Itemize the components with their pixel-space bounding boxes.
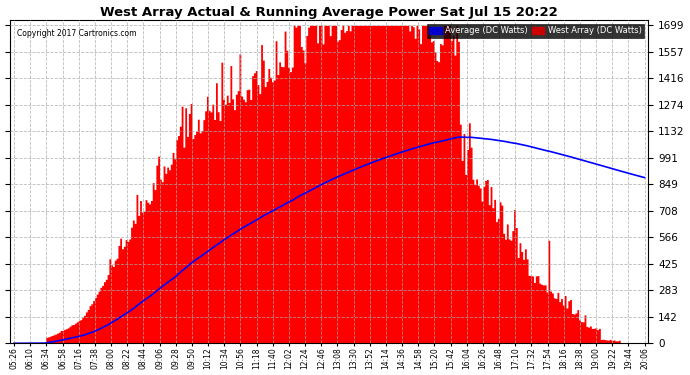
Text: Copyright 2017 Cartronics.com: Copyright 2017 Cartronics.com: [17, 29, 137, 38]
Legend: Average (DC Watts), West Array (DC Watts): Average (DC Watts), West Array (DC Watts…: [426, 24, 644, 38]
Title: West Array Actual & Running Average Power Sat Jul 15 20:22: West Array Actual & Running Average Powe…: [101, 6, 558, 18]
